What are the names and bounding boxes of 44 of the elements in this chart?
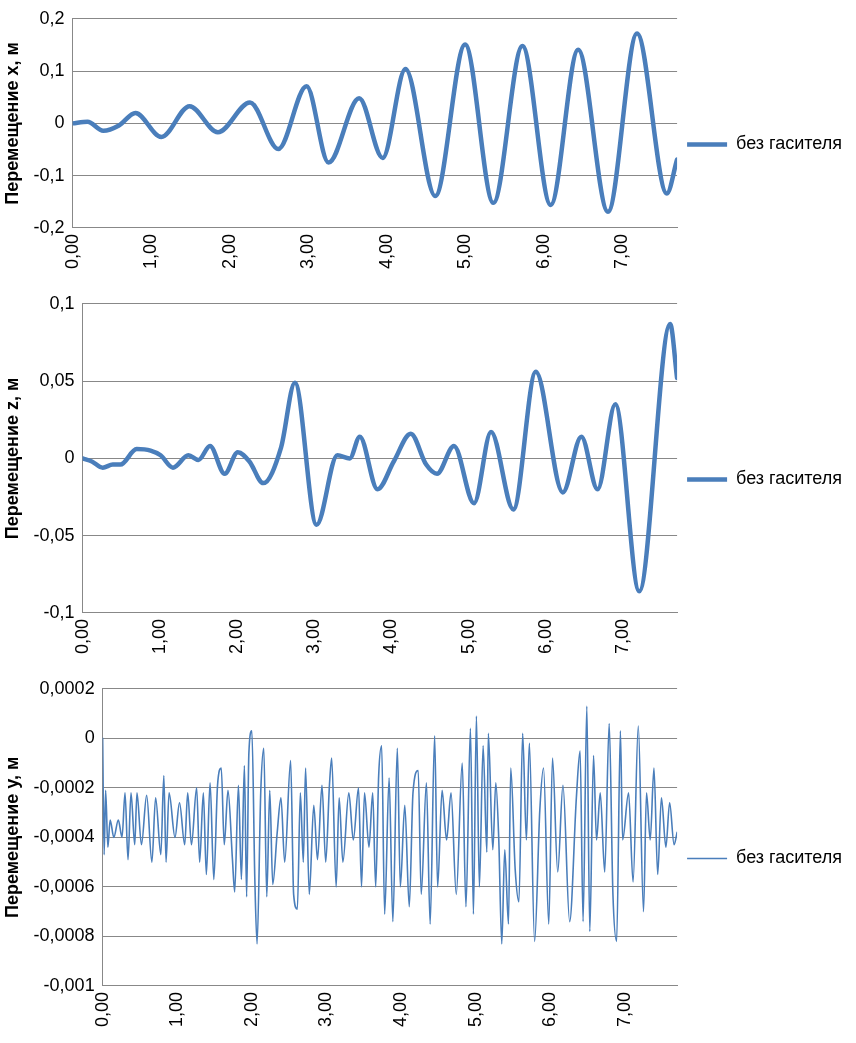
y-axis-title: Перемещение z, м — [1, 377, 22, 540]
x-tick-label: 7,00 — [612, 618, 633, 655]
y-tick-label: -0,0006 — [33, 875, 95, 896]
x-tick-label: 3,00 — [303, 618, 324, 655]
x-tick-label: 7,00 — [613, 991, 634, 1028]
x-tick-label: 1,00 — [148, 618, 169, 655]
x-tick-label: 4,00 — [375, 233, 396, 270]
y-tick-label: -0,0008 — [33, 925, 95, 946]
x-tick-label: 1,00 — [166, 991, 187, 1028]
x-tick-label: 5,00 — [464, 991, 485, 1028]
y-tick-label: -0,0004 — [33, 826, 95, 847]
y-tick-label: 0,0002 — [39, 677, 95, 698]
x-tick-label: 4,00 — [380, 618, 401, 655]
y-tick-label: 0,2 — [39, 7, 65, 28]
y-tick-label: 0 — [54, 112, 65, 133]
y-axis-title: Перемещение y, м — [1, 756, 22, 918]
legend-label: без гасителя — [736, 133, 842, 154]
line-series — [82, 321, 678, 594]
x-tick-label: 4,00 — [390, 991, 411, 1028]
x-tick-label: 3,00 — [297, 233, 318, 270]
x-tick-label: 3,00 — [315, 991, 336, 1028]
x-tick-label: 6,00 — [532, 233, 553, 270]
x-tick-label: 6,00 — [534, 618, 555, 655]
x-tick-label: 5,00 — [457, 618, 478, 655]
y-tick-label: 0 — [84, 727, 95, 748]
y-tick-label: 0 — [64, 447, 75, 468]
x-tick-label: 2,00 — [226, 618, 246, 655]
y-tick-label: -0,0002 — [33, 776, 95, 797]
x-tick-label: 6,00 — [539, 991, 560, 1028]
y-tick-label: -0,05 — [33, 524, 75, 545]
x-tick-label: 2,00 — [218, 233, 239, 270]
y-axis-title: Перемещение x, м — [1, 42, 22, 205]
x-tick-label: 7,00 — [611, 233, 632, 270]
x-tick-label: 2,00 — [240, 991, 261, 1028]
y-tick-label: -0,1 — [33, 164, 65, 185]
line-series — [72, 31, 678, 215]
x-tick-label: 1,00 — [140, 233, 161, 270]
x-tick-label: 5,00 — [454, 233, 475, 270]
y-tick-label: 0,05 — [39, 370, 75, 391]
y-tick-label: 0,1 — [39, 60, 65, 81]
line-series — [102, 705, 678, 945]
legend-label: без гасителя — [736, 468, 842, 489]
y-tick-label: 0,1 — [49, 292, 75, 313]
legend-label: без гасителя — [736, 847, 842, 868]
